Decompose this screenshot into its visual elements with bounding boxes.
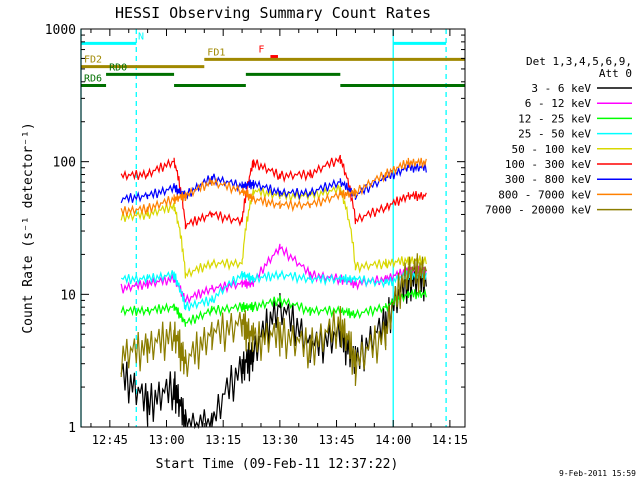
legend-label-2: 12 - 25 keV: [518, 112, 591, 125]
legend-label-5: 100 - 300 keV: [505, 158, 591, 171]
series-line-3: [120, 269, 427, 312]
chart-title: HESSI Observing Summary Count Rates: [115, 4, 431, 22]
legend-entries: 3 - 6 keV 6 - 12 keV 12 - 25 keV 25 - 50 ke…: [485, 82, 632, 217]
legend-label-4: 50 - 100 keV: [512, 143, 592, 156]
legend-label-0: 3 - 6 keV: [531, 82, 591, 95]
y-tick-label-2: 100: [53, 156, 76, 171]
series-line-4: [120, 184, 427, 279]
x-tick-label-5: 14:00: [375, 433, 411, 447]
x-tick-label-2: 13:15: [205, 433, 241, 447]
y-axis-label: Count Rate (s⁻¹ detector⁻¹): [21, 122, 36, 333]
y-tick-label-3: 1000: [45, 23, 76, 38]
x-tick-label-6: 14:15: [432, 433, 468, 447]
legend-label-6: 300 - 800 keV: [505, 173, 591, 186]
flag-bars: N F FD1 FD2 RD0 RD6: [81, 31, 465, 88]
flag-label-4: RD0: [109, 62, 127, 73]
x-axis-label: Start Time (09-Feb-11 12:37:22): [156, 457, 399, 472]
series-line-7: [120, 157, 427, 217]
legend-label-8: 7000 - 20000 keV: [485, 204, 591, 217]
legend-label-3: 25 - 50 keV: [518, 128, 591, 141]
y-tick-label-0: 1: [68, 421, 76, 436]
axis-ticks: 12:45 13:00 13:15 13:30 13:45 14:00 14:15 1 10 10…: [45, 23, 468, 447]
y-tick-label-1: 10: [60, 288, 76, 303]
timestamp-stamp: 9-Feb-2011 15:59: [559, 469, 636, 478]
flag-label-1: F: [258, 45, 264, 56]
flag-label-5: RD6: [84, 74, 102, 85]
flag-label-3: FD2: [84, 55, 102, 66]
series-line-8: [120, 253, 427, 386]
x-tick-label-3: 13:30: [262, 433, 298, 447]
plot-frame: [80, 28, 466, 428]
x-tick-label-0: 12:45: [92, 433, 128, 447]
series-line-5: [120, 154, 427, 230]
legend: Det 1,3,4,5,6,9, Att 0 3 - 6 keV 6 - 12 k…: [485, 55, 632, 217]
series-line-1: [120, 243, 427, 305]
flag-label-0: N: [138, 31, 144, 42]
x-tick-label-1: 13:00: [148, 433, 184, 447]
series-lines: [120, 154, 427, 430]
legend-header-1: Det 1,3,4,5,6,9,: [526, 55, 632, 68]
flag-label-2: FD1: [207, 47, 225, 58]
series-line-0: [120, 261, 427, 430]
series-line-6: [120, 162, 427, 204]
legend-label-7: 800 - 7000 keV: [498, 188, 591, 201]
x-tick-label-4: 13:45: [318, 433, 354, 447]
legend-label-1: 6 - 12 keV: [525, 97, 592, 110]
flag-vertical-lines: [80, 29, 447, 427]
legend-header-2: Att 0: [599, 67, 632, 80]
series-line-2: [120, 288, 427, 327]
